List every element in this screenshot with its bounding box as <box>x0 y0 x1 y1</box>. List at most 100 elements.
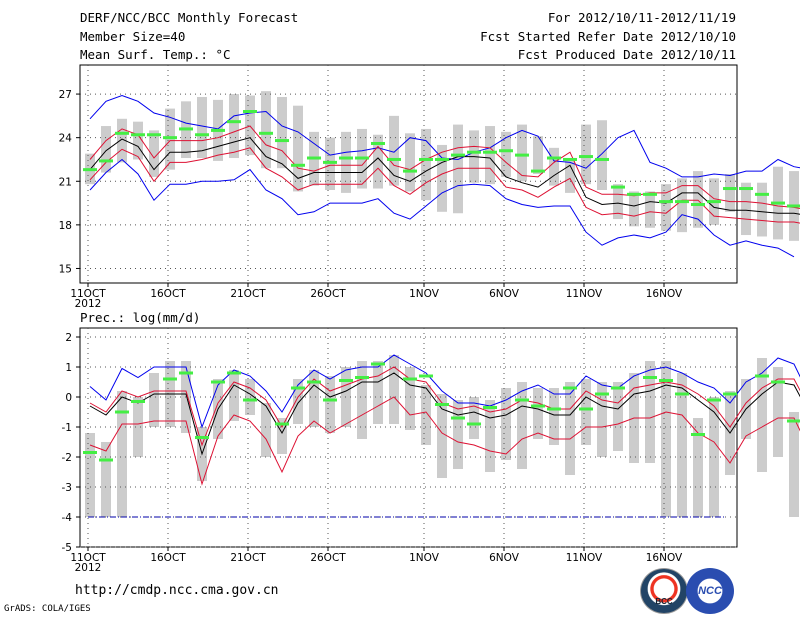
prec-obs-marker <box>787 419 800 423</box>
forecast-period: For 2012/10/11-2012/11/19 <box>547 10 736 25</box>
prec-x-tick-label: 11OCT <box>70 552 106 564</box>
prec-obs-marker <box>659 379 673 382</box>
prec-spread-bar <box>389 355 399 424</box>
temp-obs-marker <box>147 133 161 137</box>
prec-spread-bar <box>485 400 495 472</box>
temp-y-tick-label: 21 <box>59 176 72 188</box>
temp-obs-marker <box>531 169 545 173</box>
temp-spread-bar <box>485 126 495 185</box>
temp-spread-bar <box>677 178 687 233</box>
prec-spread-bar <box>101 442 111 517</box>
prec-obs-marker <box>435 403 449 406</box>
temp-spread-bar <box>117 118 127 163</box>
temp-obs-marker <box>515 153 529 157</box>
temp-obs-marker <box>275 139 289 143</box>
prec-y-tick-label: 2 <box>65 332 72 344</box>
prec-obs-marker <box>179 371 193 375</box>
temp-spread-bar <box>661 184 671 231</box>
prec-obs-marker <box>675 392 689 396</box>
temp-spread-bar <box>533 136 543 174</box>
ncc-logo-text: NCC <box>698 585 722 597</box>
website-url[interactable]: http://cmdp.ncc.cma.gov.cn <box>75 583 279 598</box>
temp-spread-bar <box>341 131 351 193</box>
temp-obs-marker <box>691 203 705 207</box>
prec-obs-marker <box>611 386 625 390</box>
temp-spread-bar <box>405 133 415 192</box>
prec-spread-bar <box>469 397 479 439</box>
prec-spread-bar <box>789 412 799 517</box>
prec-spread-bar <box>581 379 591 445</box>
temp-obs-marker <box>787 204 800 208</box>
temp-spread-bar <box>421 128 431 201</box>
temp-obs-marker <box>403 169 417 173</box>
temp-obs-marker <box>83 168 97 172</box>
temp-obs-marker <box>419 157 433 161</box>
prec-obs-marker <box>483 406 497 409</box>
prec-obs-marker <box>307 380 321 384</box>
temp-spread-bar <box>389 115 399 186</box>
temp-y-tick-label: 24 <box>59 133 73 145</box>
prec-y-tick-label: -2 <box>62 452 72 464</box>
temp-spread-bar <box>197 96 207 159</box>
temp-series-min <box>89 158 795 258</box>
prec-obs-marker <box>691 433 705 436</box>
prec-obs-marker <box>323 398 337 402</box>
prec-obs-marker <box>339 379 353 382</box>
prec-spread-bar <box>229 370 239 421</box>
temp-spread-bar <box>373 134 383 189</box>
prec-series-max <box>89 354 800 429</box>
prec-obs-marker <box>515 398 529 402</box>
temp-obs-marker <box>755 192 769 196</box>
prec-x-tick-label: 6NOV <box>489 552 520 564</box>
prec-spread-bar <box>773 367 783 457</box>
temp-y-tick-label: 27 <box>59 89 72 101</box>
prec-spread-bar <box>133 397 143 457</box>
temp-spread-bar <box>725 174 735 212</box>
temp-obs-marker <box>211 128 225 132</box>
prec-spread-bar <box>597 382 607 457</box>
temp-spread-bar <box>693 171 703 228</box>
temp-spread-bar <box>277 96 287 169</box>
temp-obs-marker <box>355 156 369 160</box>
prec-spread-bar <box>661 361 671 517</box>
temp-series-mean <box>89 137 800 215</box>
prec-spread-bar <box>277 418 287 454</box>
chart-title: DERF/NCC/BCC Monthly Forecast <box>80 10 299 25</box>
prec-y-tick-label: 0 <box>65 392 72 404</box>
temp-obs-marker <box>723 187 737 191</box>
temp-obs-marker <box>627 192 641 196</box>
temp-obs-marker <box>579 155 593 159</box>
prec-spread-bar <box>85 433 95 517</box>
temp-x-tick-label: 6NOV <box>489 288 520 300</box>
temp-obs-marker <box>339 156 353 160</box>
prec-obs-marker <box>131 400 145 403</box>
ncc-logo: NCC <box>686 568 734 614</box>
prec-spread-bar <box>405 367 415 430</box>
temp-obs-marker <box>259 131 273 135</box>
prec-obs-marker <box>83 451 97 454</box>
prec-obs-marker <box>243 398 257 402</box>
temp-obs-marker <box>707 200 721 204</box>
bcc-logo: BCC <box>640 568 688 614</box>
temp-obs-marker <box>451 153 465 157</box>
prec-obs-marker <box>99 458 113 462</box>
temp-obs-marker <box>323 160 337 164</box>
prec-spread-bar <box>709 397 719 517</box>
temp-obs-marker <box>99 159 113 163</box>
temp-obs-marker <box>563 157 577 161</box>
temp-x-tick-label: 16NOV <box>646 288 683 300</box>
prec-obs-marker <box>355 376 369 379</box>
temp-obs-marker <box>675 200 689 204</box>
prec-spread-bar <box>565 382 575 475</box>
temp-y-tick-label: 18 <box>59 220 72 232</box>
temp-spread-bar <box>149 130 159 177</box>
prec-obs-marker <box>211 380 225 384</box>
prec-obs-marker <box>755 374 769 378</box>
temp-spread-bar <box>629 191 639 227</box>
temp-spread-bar <box>597 120 607 190</box>
temp-obs-marker <box>243 110 257 114</box>
temp-obs-marker <box>483 150 497 154</box>
prec-spread-bar <box>533 388 543 439</box>
bcc-logo-text: BCC <box>655 597 673 606</box>
